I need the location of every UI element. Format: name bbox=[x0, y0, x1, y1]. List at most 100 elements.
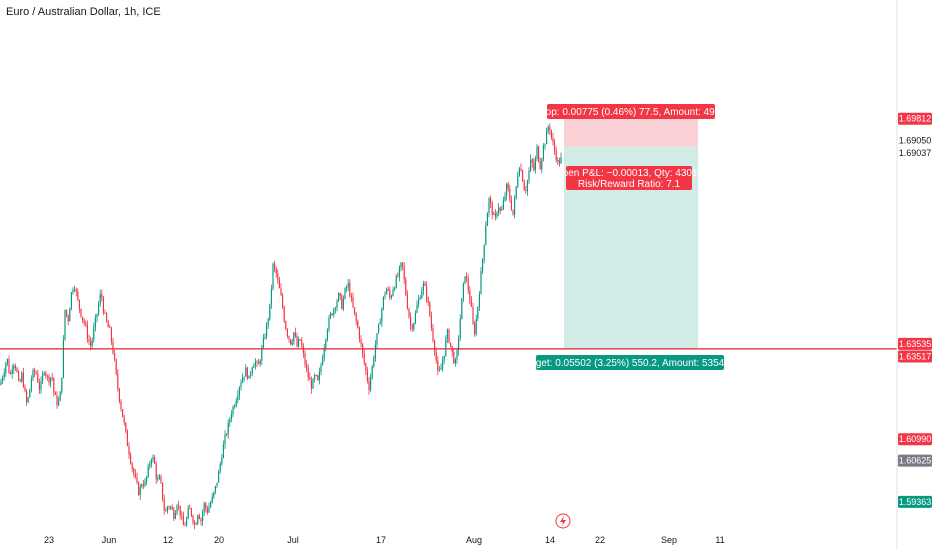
time-tick-label: 17 bbox=[376, 535, 386, 545]
candle bbox=[360, 335, 362, 348]
candle bbox=[494, 208, 496, 221]
candle bbox=[416, 300, 418, 314]
candle bbox=[30, 375, 32, 393]
candle bbox=[302, 343, 304, 358]
candle bbox=[512, 209, 514, 216]
candle bbox=[554, 138, 556, 155]
candle bbox=[181, 510, 183, 521]
candle bbox=[254, 358, 256, 370]
svg-text:Risk/Reward Ratio: 7.1: Risk/Reward Ratio: 7.1 bbox=[578, 179, 681, 190]
stop-label: Stop: 0.00775 (0.46%) 77.5, Amount: 4950 bbox=[536, 104, 726, 119]
price-axis-background bbox=[897, 0, 932, 550]
candle bbox=[50, 377, 52, 388]
candle bbox=[530, 154, 532, 173]
candle bbox=[282, 293, 284, 310]
candle bbox=[90, 336, 92, 351]
time-tick-label: Jun bbox=[102, 535, 117, 545]
candle bbox=[27, 396, 29, 404]
price-label: 1.69050 bbox=[899, 136, 932, 146]
candle bbox=[486, 212, 488, 227]
candle bbox=[374, 339, 376, 362]
candle bbox=[496, 211, 498, 220]
candle bbox=[525, 185, 527, 194]
candlestick-series bbox=[0, 123, 562, 530]
candle bbox=[38, 378, 40, 395]
candle bbox=[382, 296, 384, 311]
candle bbox=[560, 152, 562, 164]
candle bbox=[301, 336, 303, 348]
candle bbox=[184, 521, 186, 526]
time-tick-label: Jul bbox=[287, 535, 299, 545]
candle bbox=[210, 500, 212, 509]
candle bbox=[205, 501, 207, 513]
candle bbox=[458, 335, 460, 356]
candle bbox=[51, 373, 53, 382]
candle bbox=[424, 281, 426, 287]
time-tick-label: Sep bbox=[661, 535, 677, 545]
candle bbox=[149, 460, 151, 470]
candle bbox=[350, 292, 352, 303]
candle bbox=[112, 337, 114, 355]
candle bbox=[392, 286, 394, 297]
candle bbox=[448, 328, 450, 344]
candle bbox=[510, 195, 512, 211]
candle bbox=[186, 516, 188, 527]
candle bbox=[216, 482, 218, 489]
candle bbox=[358, 326, 360, 343]
candle bbox=[35, 370, 37, 375]
candle bbox=[312, 377, 314, 389]
candle bbox=[531, 158, 533, 168]
candle bbox=[94, 314, 96, 332]
candle bbox=[122, 408, 124, 418]
candle bbox=[395, 274, 397, 289]
candle bbox=[462, 282, 464, 303]
time-tick-label: 12 bbox=[163, 535, 173, 545]
candle bbox=[451, 345, 453, 357]
candle bbox=[538, 145, 540, 163]
candle bbox=[342, 295, 344, 312]
candle bbox=[406, 290, 408, 310]
candle bbox=[371, 364, 373, 381]
candle bbox=[45, 370, 47, 380]
candle bbox=[2, 375, 4, 385]
candle bbox=[139, 483, 141, 500]
candle bbox=[37, 369, 39, 384]
candle bbox=[70, 292, 72, 311]
candle bbox=[272, 262, 274, 291]
stop-zone[interactable] bbox=[564, 118, 698, 147]
time-axis[interactable]: 23 Jun 12 20 Jul 17 Aug 14 22 Sep 11 bbox=[44, 535, 725, 545]
candle bbox=[334, 306, 336, 314]
candle bbox=[461, 298, 463, 320]
time-tick-label: Aug bbox=[466, 535, 482, 545]
candle bbox=[528, 167, 530, 185]
candle bbox=[381, 307, 383, 328]
candle bbox=[256, 360, 258, 367]
candle bbox=[101, 289, 103, 302]
candle bbox=[402, 262, 404, 271]
candle bbox=[344, 287, 346, 300]
candle bbox=[534, 155, 536, 174]
candle bbox=[115, 358, 117, 376]
candle bbox=[363, 349, 365, 366]
lightning-bolt-icon[interactable] bbox=[555, 513, 571, 529]
candle bbox=[130, 451, 132, 465]
candle bbox=[61, 377, 63, 395]
candle bbox=[429, 301, 431, 318]
candle bbox=[3, 368, 5, 381]
candle bbox=[5, 361, 7, 377]
candle bbox=[269, 303, 271, 321]
candle bbox=[552, 132, 554, 146]
candle bbox=[77, 288, 79, 302]
candle bbox=[470, 295, 472, 308]
candle bbox=[168, 505, 170, 510]
candle bbox=[155, 461, 157, 484]
candle bbox=[501, 205, 503, 212]
candle bbox=[362, 342, 364, 358]
candle bbox=[64, 309, 66, 341]
svg-text:1.69812: 1.69812 bbox=[899, 114, 932, 124]
candle bbox=[488, 196, 490, 218]
candle bbox=[421, 286, 423, 299]
price-axis[interactable]: 1.69812 1.69050 1.69037 1.63535 1.63517 1.609… bbox=[896, 0, 932, 550]
candle bbox=[294, 327, 296, 339]
